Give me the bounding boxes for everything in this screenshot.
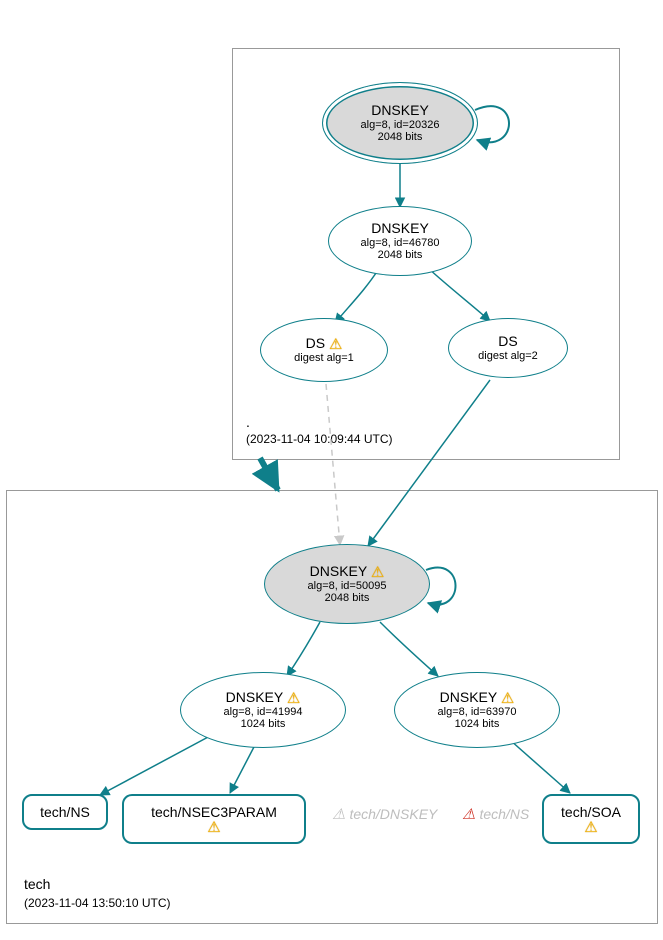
node-line1: digest alg=1: [294, 352, 354, 364]
node-title: DNSKEY ⚠: [440, 690, 515, 706]
node-dnskey-46780: DNSKEY alg=8, id=46780 2048 bits: [328, 206, 472, 276]
warning-icon: ⚠: [371, 565, 384, 580]
zone-tech-label: tech: [24, 876, 50, 892]
zone-root-label: .: [246, 414, 250, 430]
warning-icon: ⚠: [584, 820, 597, 835]
node-line1: alg=8, id=63970: [438, 706, 517, 718]
node-title: DNSKEY ⚠: [226, 690, 301, 706]
node-title: DS ⚠: [306, 336, 343, 352]
node-line2: 1024 bits: [241, 718, 286, 730]
rrset-label: tech/NSEC3PARAM: [151, 804, 277, 820]
node-dnskey-50095: DNSKEY ⚠ alg=8, id=50095 2048 bits: [264, 544, 430, 624]
rrset-label: tech/NS: [40, 804, 90, 820]
ghost-label-text: tech/NS: [479, 806, 529, 822]
rrset-label: tech/SOA: [561, 804, 621, 820]
node-dnskey-20326: DNSKEY alg=8, id=20326 2048 bits: [322, 82, 478, 164]
dnskey41994-label: DNSKEY: [226, 689, 283, 705]
node-title: DNSKEY: [371, 221, 429, 236]
node-line2: 2048 bits: [325, 592, 370, 604]
ghost-tech-ns: ⚠ tech/NS: [462, 806, 529, 822]
node-ds-2: DS digest alg=2: [448, 318, 568, 378]
warning-icon: ⚠: [329, 337, 342, 352]
node-line1: digest alg=2: [478, 350, 538, 362]
zone-tech-timestamp: (2023-11-04 13:50:10 UTC): [24, 896, 171, 910]
ghost-tech-dnskey: ⚠ tech/DNSKEY: [332, 806, 437, 822]
rrset-tech-soa: tech/SOA ⚠: [542, 794, 640, 844]
zone-root-timestamp: (2023-11-04 10:09:44 UTC): [246, 432, 393, 446]
warning-icon: ⚠: [207, 820, 220, 835]
ghost-label-text: tech/DNSKEY: [349, 806, 437, 822]
node-ds-1: DS ⚠ digest alg=1: [260, 318, 388, 382]
node-line2: 2048 bits: [378, 131, 423, 143]
warning-icon: ⚠: [332, 807, 345, 822]
dnskey63970-label: DNSKEY: [440, 689, 497, 705]
node-line2: 2048 bits: [378, 249, 423, 261]
node-line1: alg=8, id=41994: [224, 706, 303, 718]
node-title: DS: [498, 334, 517, 349]
warning-icon: ⚠: [501, 691, 514, 706]
dnskey50095-label: DNSKEY: [310, 563, 367, 579]
node-line1: alg=8, id=46780: [361, 237, 440, 249]
warning-icon: ⚠: [287, 691, 300, 706]
node-line1: alg=8, id=50095: [308, 580, 387, 592]
rrset-tech-ns: tech/NS: [22, 794, 108, 830]
node-line1: alg=8, id=20326: [361, 119, 440, 131]
node-title: DNSKEY ⚠: [310, 564, 385, 580]
rrset-tech-nsec3param: tech/NSEC3PARAM ⚠: [122, 794, 306, 844]
node-dnskey-63970: DNSKEY ⚠ alg=8, id=63970 1024 bits: [394, 672, 560, 748]
node-dnskey-41994: DNSKEY ⚠ alg=8, id=41994 1024 bits: [180, 672, 346, 748]
node-line2: 1024 bits: [455, 718, 500, 730]
error-icon: ⚠: [462, 807, 475, 822]
ds1-label: DS: [306, 335, 325, 351]
node-title: DNSKEY: [371, 103, 429, 118]
